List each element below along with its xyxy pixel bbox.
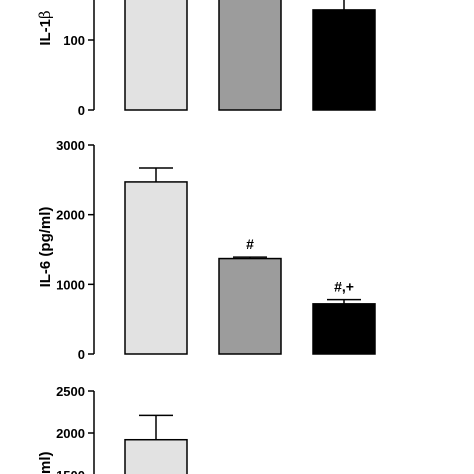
significance-label: # <box>246 236 254 252</box>
y-axis-label-part: IL-1 <box>37 19 54 46</box>
chart-panel-3: 1500 2000 2500 pg/ml) <box>37 384 188 474</box>
bar-2 <box>218 0 282 111</box>
y-tick-label: 0 <box>78 347 85 362</box>
y-axis-label: pg/ml) <box>37 452 54 474</box>
y-tick-label: 2500 <box>56 384 85 399</box>
bar-3 <box>312 303 376 355</box>
y-axis-label: IL-6 (pg/ml) <box>37 207 54 288</box>
y-tick-label: 2000 <box>56 426 85 441</box>
significance-label: #,+ <box>334 279 354 295</box>
bar-3 <box>312 9 376 111</box>
y-tick-label: 2000 <box>56 208 85 223</box>
chart-panel-1: 0 100 IL-1β <box>36 0 376 118</box>
y-tick-label: 0 <box>78 103 85 118</box>
bar-1 <box>124 0 188 111</box>
y-tick-label: 1000 <box>56 277 85 292</box>
y-tick-label: 3000 <box>56 138 85 153</box>
chart-panel-2: 0 1000 2000 3000 # #,+ IL-6 (pg/ml) <box>37 138 376 362</box>
y-tick-label: 100 <box>63 33 85 48</box>
bar-1 <box>124 181 188 355</box>
y-tick-label: 1500 <box>56 468 85 474</box>
bar-2 <box>218 257 282 355</box>
y-axis-label-part: β <box>36 10 54 19</box>
bar-1 <box>124 438 188 474</box>
y-axis-label: IL-1β <box>36 10 54 45</box>
